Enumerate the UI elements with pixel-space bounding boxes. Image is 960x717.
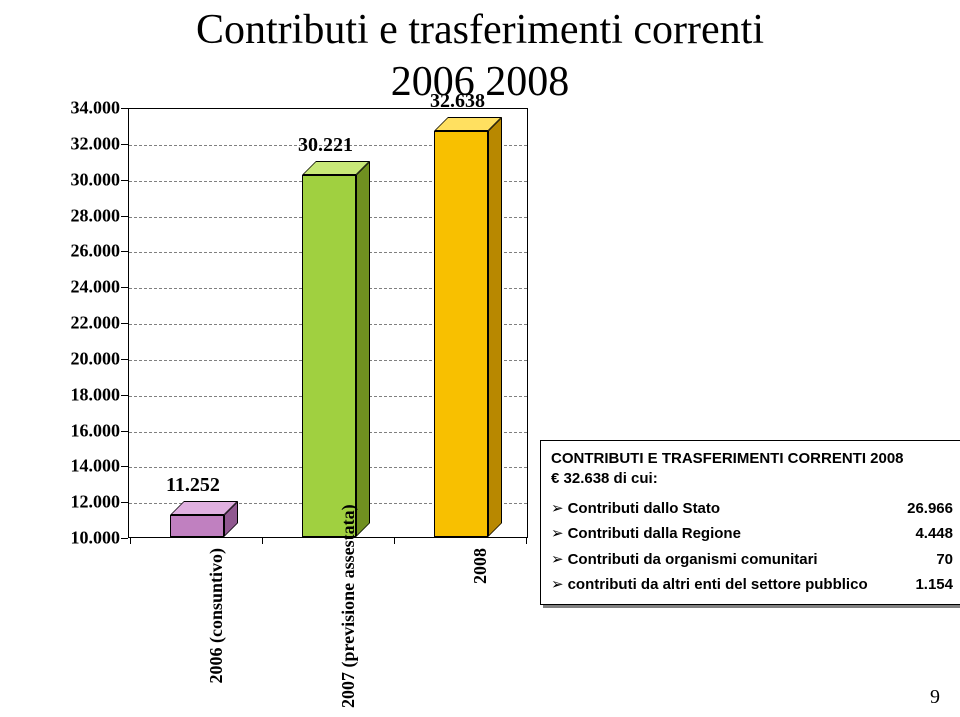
bar-side	[356, 161, 370, 537]
category-label: 2007 (previsione assestata)	[338, 548, 359, 708]
y-tick-label: 32.000	[22, 133, 120, 154]
y-tick-label: 12.000	[22, 492, 120, 513]
info-row: ➢contributi da altri enti del settore pu…	[551, 572, 953, 598]
info-title-line-2: € 32.638 di cui:	[551, 469, 953, 489]
y-tick-label: 24.000	[22, 277, 120, 298]
y-tick-label: 30.000	[22, 169, 120, 190]
info-row-value: 26.966	[893, 496, 953, 522]
info-row: ➢Contributi da organismi comunitari70	[551, 547, 953, 573]
bar-front	[302, 175, 356, 537]
bullet-arrow-icon: ➢	[551, 521, 564, 547]
slide: Contributi e trasferimenti correnti 2006…	[0, 0, 960, 717]
y-tick-label: 22.000	[22, 313, 120, 334]
info-row-label: Contributi dallo Stato	[568, 496, 893, 522]
info-row: ➢Contributi dallo Stato26.966	[551, 496, 953, 522]
info-box: CONTRIBUTI E TRASFERIMENTI CORRENTI 2008…	[540, 440, 960, 605]
page-number: 9	[930, 686, 940, 709]
y-tick-label: 20.000	[22, 348, 120, 369]
title-line-1: Contributi e trasferimenti correnti	[0, 6, 960, 54]
info-row-label: Contributi dalla Regione	[568, 521, 893, 547]
info-row-value: 70	[893, 547, 953, 573]
bar-chart: 10.000 12.000 14.000 16.000 18.000 20.000 22.0…	[22, 108, 532, 568]
bar-front	[170, 515, 224, 537]
y-tick-label: 34.000	[22, 98, 120, 119]
info-row: ➢Contributi dalla Regione4.448	[551, 521, 953, 547]
y-tick-label: 28.000	[22, 205, 120, 226]
bar-side	[488, 117, 502, 537]
y-tick-label: 14.000	[22, 456, 120, 477]
category-label: 2008	[470, 548, 491, 708]
bar-front	[434, 131, 488, 537]
y-tick-label: 16.000	[22, 420, 120, 441]
info-row-label: contributi da altri enti del settore pub…	[568, 572, 893, 598]
plot-box: 11.25230.22132.638	[128, 108, 528, 538]
bullet-arrow-icon: ➢	[551, 496, 564, 522]
bullet-arrow-icon: ➢	[551, 572, 564, 598]
info-list: ➢Contributi dallo Stato26.966➢Contributi…	[551, 496, 953, 598]
bar-value-label: 11.252	[166, 474, 220, 497]
info-row-value: 4.448	[893, 521, 953, 547]
info-row-label: Contributi da organismi comunitari	[568, 547, 893, 573]
info-row-value: 1.154	[893, 572, 953, 598]
bars-container: 11.25230.22132.638	[129, 109, 527, 537]
y-tick-label: 26.000	[22, 241, 120, 262]
bullet-arrow-icon: ➢	[551, 547, 564, 573]
bar-value-label: 32.638	[430, 90, 485, 113]
bar-value-label: 30.221	[298, 134, 353, 157]
category-label: 2006 (consuntivo)	[206, 548, 227, 708]
info-title-line-1: CONTRIBUTI E TRASFERIMENTI CORRENTI 2008	[551, 449, 953, 469]
y-tick-label: 10.000	[22, 528, 120, 549]
y-tick-label: 18.000	[22, 384, 120, 405]
